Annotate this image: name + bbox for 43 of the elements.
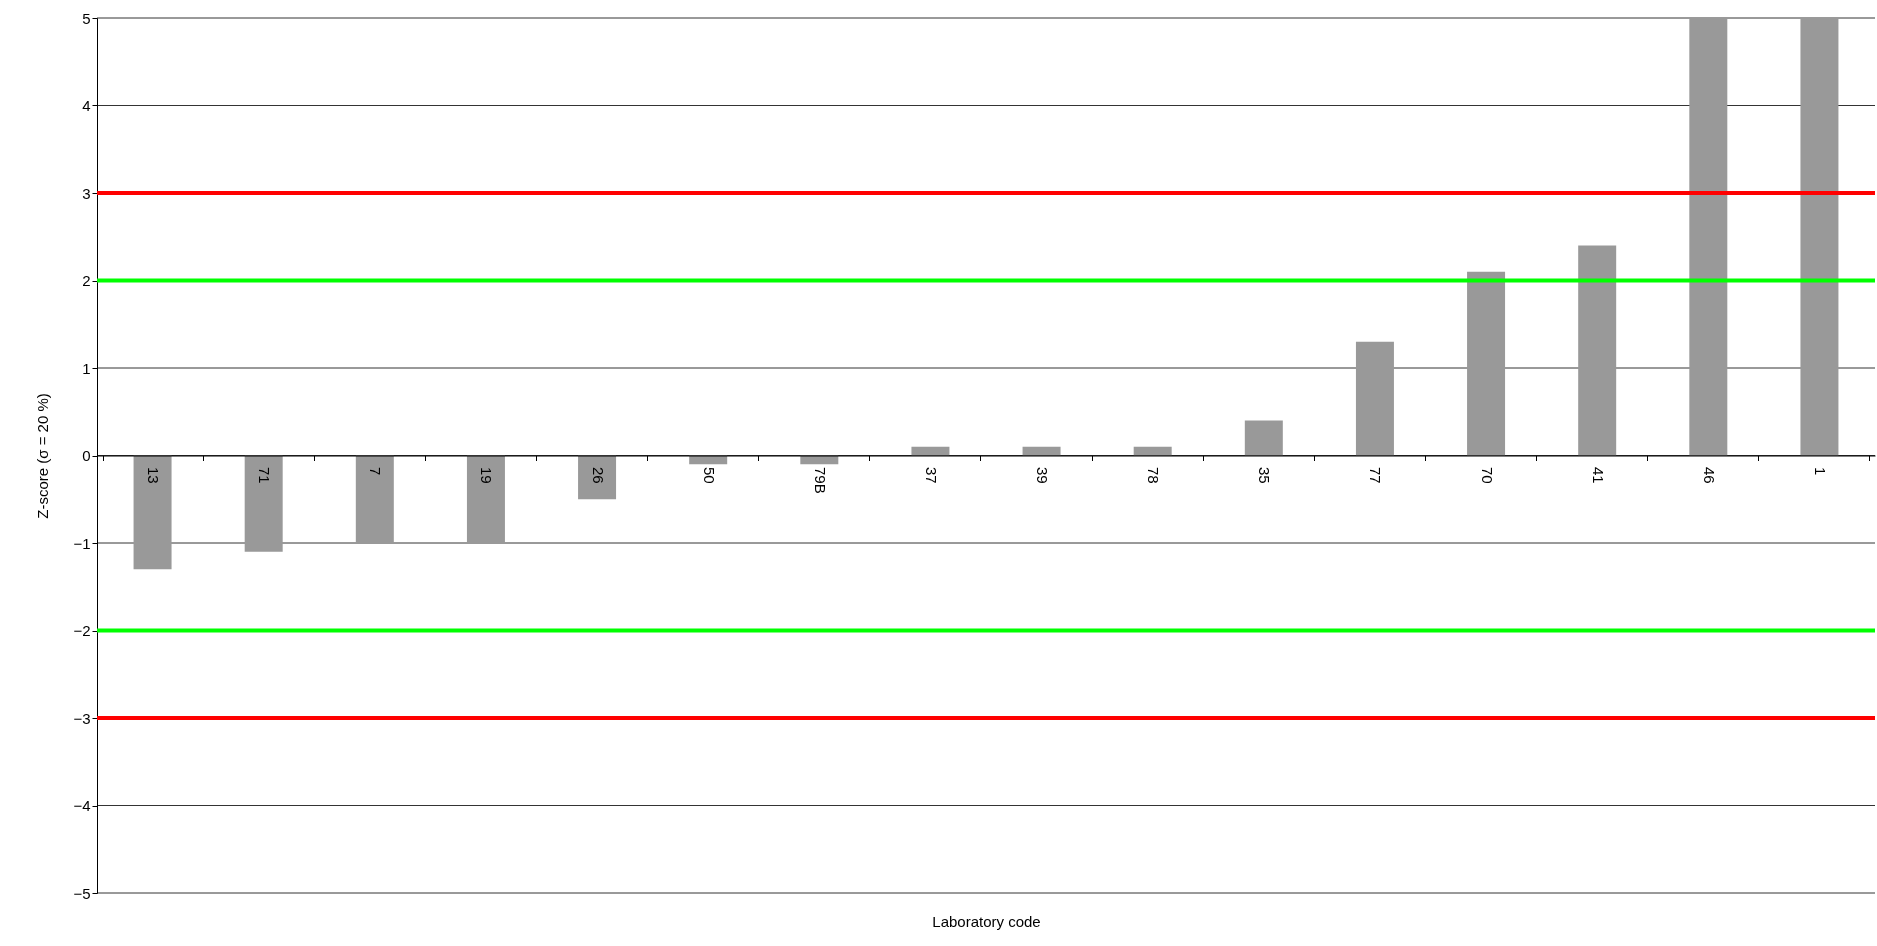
bar <box>133 455 172 570</box>
y-tick-label: 1 <box>82 359 91 377</box>
bar <box>1689 18 1728 456</box>
bar <box>1244 420 1283 456</box>
x-tick-label: 77 <box>1367 467 1385 484</box>
x-tick-label: 13 <box>145 467 163 484</box>
x-tick-label: 46 <box>1700 467 1718 484</box>
bar <box>911 446 950 456</box>
y-tick-label: −2 <box>73 622 91 639</box>
x-tick-label: 26 <box>589 467 607 484</box>
bar <box>244 455 283 552</box>
bar <box>1022 446 1061 456</box>
x-tick-label: 79B <box>811 467 829 494</box>
y-tick-label: −3 <box>73 709 91 727</box>
x-tick-label: 41 <box>1589 467 1607 484</box>
bar <box>466 455 505 543</box>
bar <box>1467 271 1506 456</box>
x-axis-title: Laboratory code <box>932 912 1041 930</box>
y-tick-label: −5 <box>73 884 91 902</box>
bar <box>1133 446 1172 456</box>
y-tick-label: 4 <box>82 97 91 114</box>
y-tick-label: 5 <box>82 9 91 27</box>
x-tick-label: 19 <box>478 467 496 484</box>
y-tick-label: 3 <box>82 184 91 202</box>
x-tick-label: 39 <box>1034 467 1052 484</box>
bar <box>1355 341 1394 456</box>
bar <box>1578 245 1617 456</box>
y-axis-title: Z-score (σ = 20 %) <box>34 393 52 519</box>
x-tick-label: 71 <box>256 467 274 484</box>
bar <box>355 455 394 543</box>
x-tick-label: 35 <box>1256 467 1274 484</box>
x-tick-label: 70 <box>1478 467 1496 484</box>
y-tick-label: 2 <box>82 272 91 289</box>
x-tick-label: 50 <box>700 467 718 484</box>
x-tick-label: 37 <box>922 467 940 484</box>
y-tick-label: 0 <box>82 447 91 464</box>
y-tick-label: −4 <box>73 797 91 814</box>
x-tick-label: 7 <box>367 467 385 476</box>
bar <box>1800 18 1839 456</box>
x-tick-label: 78 <box>1145 467 1163 484</box>
y-tick-label: −1 <box>73 534 91 552</box>
bar <box>578 455 617 500</box>
x-tick-label: 1 <box>1811 467 1829 476</box>
